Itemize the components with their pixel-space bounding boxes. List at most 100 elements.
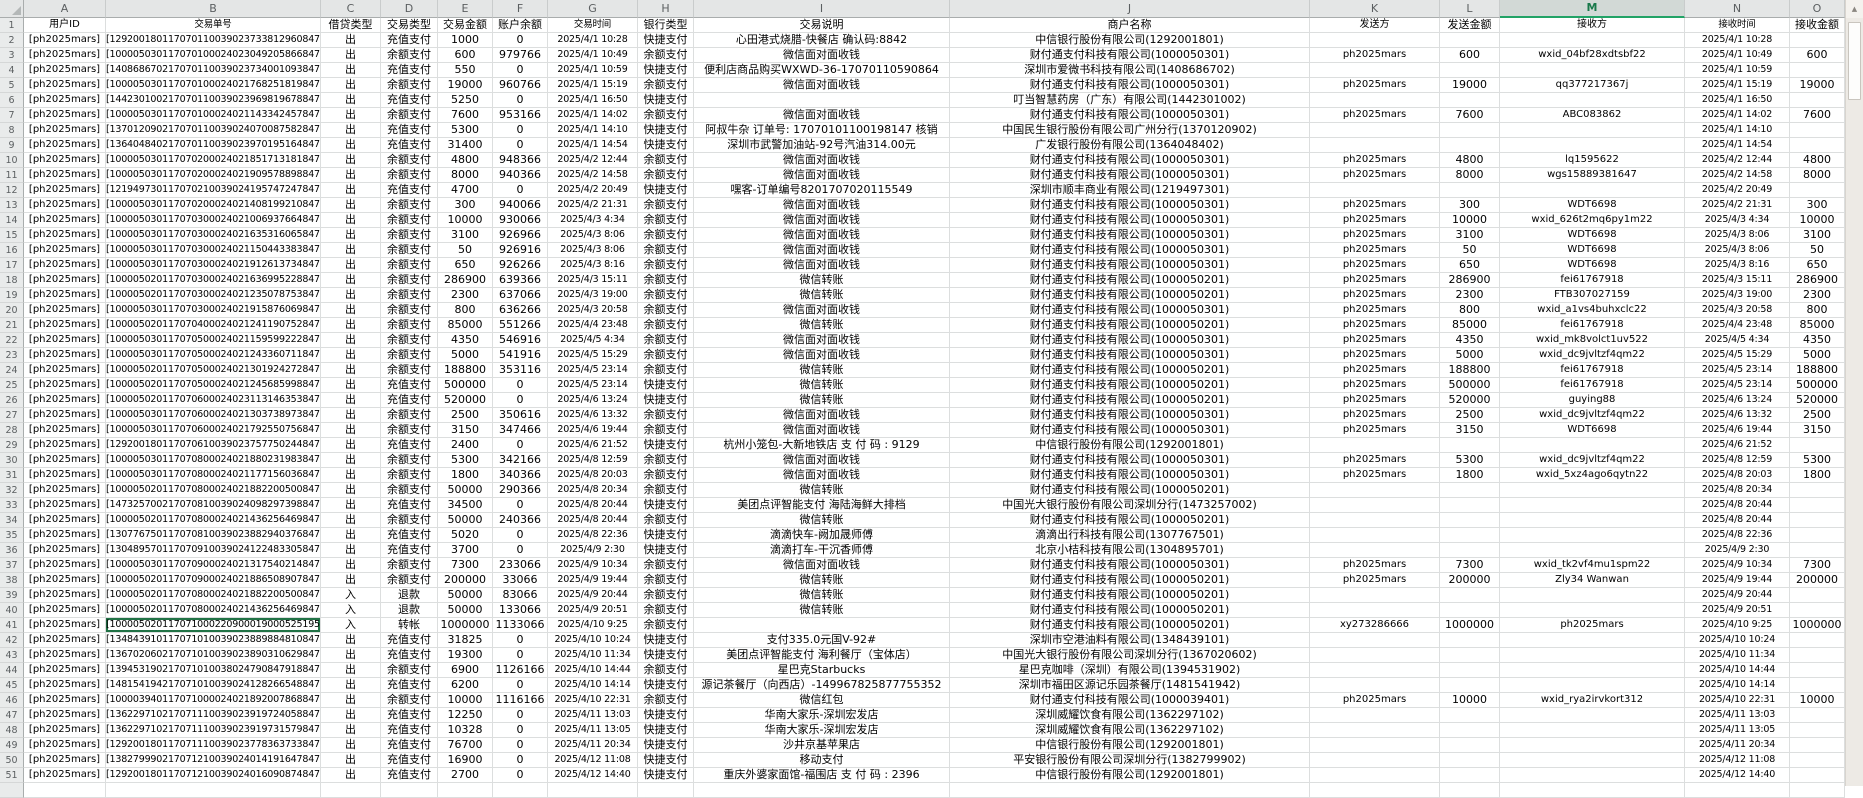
cell-E11[interactable]: 8000	[438, 168, 493, 183]
cell-G21[interactable]: 2025/4/4 23:48	[548, 318, 638, 333]
cell-A21[interactable]: [ph2025mars]	[24, 318, 106, 333]
cell-B20[interactable]: [100005030117070300024021915876069847]	[106, 303, 321, 318]
cell-H41[interactable]: 余额支付	[638, 618, 694, 633]
cell-O29[interactable]	[1790, 438, 1845, 453]
cell-M20[interactable]: wxid_a1vs4buhxclc22	[1500, 303, 1685, 318]
cell-K47[interactable]	[1310, 708, 1440, 723]
cell-I40[interactable]: 微信转账	[694, 603, 950, 618]
cell-L28[interactable]: 3150	[1440, 423, 1500, 438]
cell-K26[interactable]: ph2025mars	[1310, 393, 1440, 408]
cell-L14[interactable]: 10000	[1440, 213, 1500, 228]
cell-N45[interactable]: 2025/4/10 14:14	[1685, 678, 1790, 693]
cell-B49[interactable]: [129200180117071110039023778363733847]	[106, 738, 321, 753]
cell-B18[interactable]: [100005020117070300024021636995228847]	[106, 273, 321, 288]
row-header-9[interactable]: 9	[0, 138, 24, 153]
cell-H37[interactable]: 余额支付	[638, 558, 694, 573]
cell-M9[interactable]	[1500, 138, 1685, 153]
cell-E50[interactable]: 16900	[438, 753, 493, 768]
cell-D38[interactable]: 余额支付	[381, 573, 438, 588]
cell-L8[interactable]	[1440, 123, 1500, 138]
cell-D16[interactable]: 余额支付	[381, 243, 438, 258]
cell-J7[interactable]: 财付通支付科技有限公司(1000050301)	[950, 108, 1310, 123]
cell-K24[interactable]: ph2025mars	[1310, 363, 1440, 378]
cell-D18[interactable]: 余额支付	[381, 273, 438, 288]
cell-A14[interactable]: [ph2025mars]	[24, 213, 106, 228]
cell-L5[interactable]: 19000	[1440, 78, 1500, 93]
cell-C48[interactable]: 出	[321, 723, 381, 738]
cell-D4[interactable]: 充值支付	[381, 63, 438, 78]
cell-I4[interactable]: 便利店商品购买WXWD-36-17070110590864	[694, 63, 950, 78]
cell-J28[interactable]: 财付通支付科技有限公司(1000050301)	[950, 423, 1310, 438]
cell-N34[interactable]: 2025/4/8 20:44	[1685, 513, 1790, 528]
cell-N26[interactable]: 2025/4/6 13:24	[1685, 393, 1790, 408]
cell-A3[interactable]: [ph2025mars]	[24, 48, 106, 63]
cell-I17[interactable]: 微信面对面收钱	[694, 258, 950, 273]
cell-K12[interactable]	[1310, 183, 1440, 198]
cell-J16[interactable]: 财付通支付科技有限公司(1000050301)	[950, 243, 1310, 258]
cell-J23[interactable]: 财付通支付科技有限公司(1000050301)	[950, 348, 1310, 363]
cell-L52[interactable]	[1440, 783, 1500, 798]
cell-A22[interactable]: [ph2025mars]	[24, 333, 106, 348]
cell-H4[interactable]: 快捷支付	[638, 63, 694, 78]
cell-O31[interactable]: 1800	[1790, 468, 1845, 483]
cell-I45[interactable]: 源记茶餐厅（向西店）-149967825877755352	[694, 678, 950, 693]
cell-I50[interactable]: 移动支付	[694, 753, 950, 768]
cell-G10[interactable]: 2025/4/2 12:44	[548, 153, 638, 168]
cell-H29[interactable]: 快捷支付	[638, 438, 694, 453]
cell-K3[interactable]: ph2025mars	[1310, 48, 1440, 63]
cell-E44[interactable]: 6900	[438, 663, 493, 678]
cell-K39[interactable]	[1310, 588, 1440, 603]
cell-B14[interactable]: [100005030117070300024021006937664847]	[106, 213, 321, 228]
row-header-36[interactable]: 36	[0, 543, 24, 558]
column-header-K[interactable]: K	[1310, 0, 1440, 18]
cell-F30[interactable]: 342166	[493, 453, 548, 468]
cell-F40[interactable]: 133066	[493, 603, 548, 618]
cell-G14[interactable]: 2025/4/3 4:34	[548, 213, 638, 228]
cell-A51[interactable]: [ph2025mars]	[24, 768, 106, 783]
cell-C4[interactable]: 出	[321, 63, 381, 78]
cell-E9[interactable]: 31400	[438, 138, 493, 153]
cell-B5[interactable]: [100005030117070100024021768251819847]	[106, 78, 321, 93]
cell-D26[interactable]: 充值支付	[381, 393, 438, 408]
cell-J6[interactable]: 叮当智慧药房（广东）有限公司(1442301002)	[950, 93, 1310, 108]
cell-A23[interactable]: [ph2025mars]	[24, 348, 106, 363]
cell-C16[interactable]: 出	[321, 243, 381, 258]
cell-C28[interactable]: 出	[321, 423, 381, 438]
cell-F45[interactable]: 0	[493, 678, 548, 693]
cell-L33[interactable]	[1440, 498, 1500, 513]
cell-A42[interactable]: [ph2025mars]	[24, 633, 106, 648]
cell-I26[interactable]: 微信转账	[694, 393, 950, 408]
cell-L18[interactable]: 286900	[1440, 273, 1500, 288]
cell-G34[interactable]: 2025/4/8 20:44	[548, 513, 638, 528]
cell-D27[interactable]: 余额支付	[381, 408, 438, 423]
cell-I35[interactable]: 滴滴快车-阙加晟师傅	[694, 528, 950, 543]
cell-G18[interactable]: 2025/4/3 15:11	[548, 273, 638, 288]
cell-D24[interactable]: 余额支付	[381, 363, 438, 378]
vertical-scrollbar[interactable]: ▲	[1845, 0, 1863, 786]
cell-E31[interactable]: 1800	[438, 468, 493, 483]
column-header-D[interactable]: D	[381, 0, 438, 18]
cell-O16[interactable]: 50	[1790, 243, 1845, 258]
cell-J29[interactable]: 中信银行股份有限公司(1292001801)	[950, 438, 1310, 453]
column-header-I[interactable]: I	[694, 0, 950, 18]
cell-A11[interactable]: [ph2025mars]	[24, 168, 106, 183]
cell-A10[interactable]: [ph2025mars]	[24, 153, 106, 168]
cell-D39[interactable]: 退款	[381, 588, 438, 603]
cell-H27[interactable]: 余额支付	[638, 408, 694, 423]
cell-L4[interactable]	[1440, 63, 1500, 78]
row-header-43[interactable]: 43	[0, 648, 24, 663]
cell-H26[interactable]: 快捷支付	[638, 393, 694, 408]
cell-L17[interactable]: 650	[1440, 258, 1500, 273]
column-header-B[interactable]: B	[106, 0, 321, 18]
cell-B7[interactable]: [100005030117070100024021143342457847]	[106, 108, 321, 123]
cell-C8[interactable]: 出	[321, 123, 381, 138]
cell-F16[interactable]: 926916	[493, 243, 548, 258]
cell-K35[interactable]	[1310, 528, 1440, 543]
cell-N5[interactable]: 2025/4/1 15:19	[1685, 78, 1790, 93]
cell-H1[interactable]: 银行类型	[638, 18, 694, 33]
cell-B31[interactable]: [100005030117070800024021177156036847]	[106, 468, 321, 483]
cell-M1[interactable]: 接收方	[1500, 18, 1685, 33]
cell-C20[interactable]: 出	[321, 303, 381, 318]
cell-M47[interactable]	[1500, 708, 1685, 723]
cell-H19[interactable]: 余额支付	[638, 288, 694, 303]
